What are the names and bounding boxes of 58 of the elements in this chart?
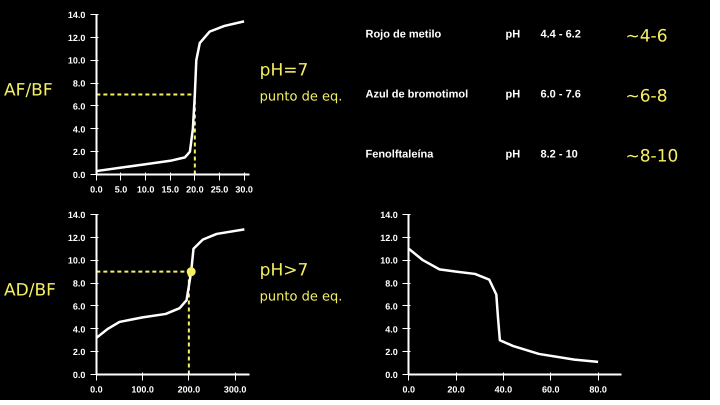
text: pH (506, 148, 520, 160)
text: pH (506, 28, 520, 40)
y-tick-label: 6.0 (72, 101, 86, 112)
x-tick-label: 300.0 (224, 384, 246, 394)
y-tick-label: 0.0 (385, 370, 398, 380)
x-tick-label: 200.0 (178, 384, 200, 394)
text: Azul de bromotimol (366, 88, 468, 100)
y-tick-label: 6.0 (72, 301, 86, 312)
text: 4.4 - 6.2 (540, 28, 581, 40)
x-tick-label: 15.0 (161, 184, 179, 194)
x-tick-label: 100.0 (131, 384, 154, 394)
y-tick-label: 6.0 (385, 301, 398, 312)
y-tick-label: 14.0 (68, 10, 86, 20)
text: Fenolftaleína (366, 148, 434, 160)
y-tick-label: 14.0 (68, 210, 86, 220)
y-tick-label: 2.0 (385, 347, 398, 358)
text: pH (506, 88, 520, 100)
y-tick-label: 8.0 (72, 278, 86, 289)
x-tick-label: 40.0 (494, 384, 512, 394)
y-tick-label: 8.0 (72, 78, 86, 89)
y-tick-label: 10.0 (380, 256, 398, 266)
y-tick-label: 4.0 (72, 324, 86, 334)
text: AF/BF (4, 80, 53, 100)
x-tick-label: 10.0 (136, 184, 154, 194)
text: ~6-8 (626, 86, 668, 106)
x-tick-label: 60.0 (542, 384, 560, 394)
text: pH=7 (260, 60, 308, 80)
x-tick-label: 80.0 (589, 384, 607, 394)
y-tick-label: 12.0 (68, 232, 86, 243)
y-tick-label: 2.0 (72, 347, 86, 358)
y-tick-label: 2.0 (72, 147, 86, 158)
y-tick-label: 0.0 (72, 370, 86, 380)
text: 6.0 - 7.6 (540, 88, 581, 100)
x-tick-label: 0.0 (402, 384, 416, 394)
y-tick-label: 4.0 (72, 124, 86, 134)
x-tick-label: 25.0 (210, 184, 228, 194)
y-tick-label: 12.0 (68, 32, 86, 43)
x-tick-label: 20.0 (447, 384, 465, 394)
y-tick-label: 10.0 (68, 56, 86, 66)
x-tick-label: 30.0 (235, 184, 253, 194)
text: pH>7 (260, 260, 308, 280)
x-tick-label: 0.0 (90, 384, 103, 394)
x-tick-label: 5.0 (114, 184, 128, 194)
y-tick-label: 8.0 (385, 278, 398, 289)
y-tick-label: 4.0 (385, 324, 398, 334)
y-tick-label: 0.0 (72, 170, 86, 180)
text: Rojo de metilo (366, 28, 442, 40)
x-tick-label: 0.0 (90, 184, 103, 194)
x-tick-label: 20.0 (186, 184, 204, 194)
text: ~4-6 (626, 26, 668, 46)
text: punto de eq. (260, 290, 342, 304)
y-tick-label: 12.0 (380, 232, 398, 243)
text: 8.2 - 10 (540, 148, 578, 160)
y-tick-label: 14.0 (380, 210, 398, 220)
y-tick-label: 10.0 (68, 256, 86, 266)
text: punto de eq. (260, 90, 342, 104)
text: AD/BF (4, 280, 56, 300)
text: ~8-10 (626, 146, 678, 166)
